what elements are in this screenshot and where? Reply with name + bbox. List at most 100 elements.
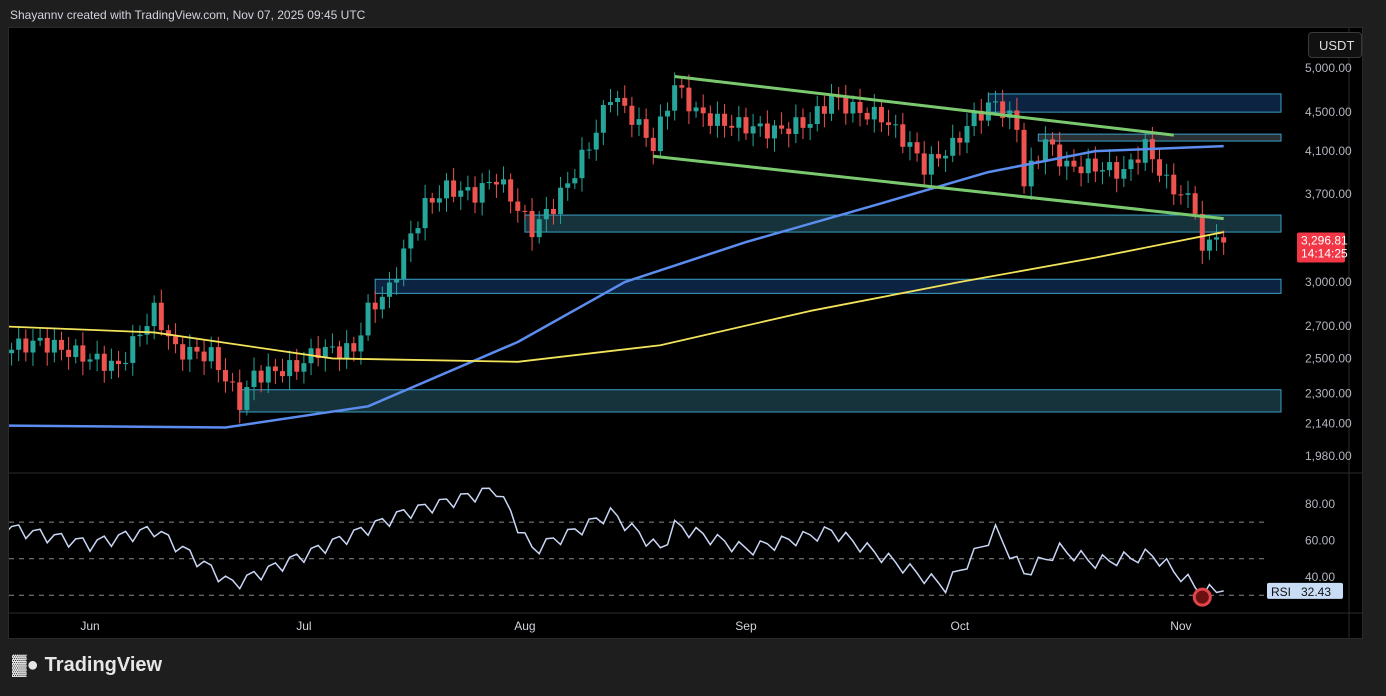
candle-body <box>1021 129 1027 187</box>
candle-body <box>465 187 471 191</box>
candle-body <box>44 337 50 353</box>
candle-body <box>1128 159 1134 170</box>
candle-body <box>679 85 685 88</box>
candle-body <box>386 282 392 297</box>
candle-body <box>1050 139 1056 145</box>
price-tick-label: 2,300.00 <box>1305 386 1352 400</box>
candle-body <box>1042 139 1048 162</box>
candle-body <box>280 371 286 377</box>
candle-body <box>957 137 963 143</box>
candle-body <box>779 125 785 129</box>
candle-body <box>215 347 221 371</box>
rsi-value: 32.43 <box>1301 585 1331 599</box>
last-price-value: 3,296.81 <box>1301 234 1348 248</box>
candle-body <box>37 337 43 341</box>
candle-body <box>985 102 991 121</box>
candle-body <box>458 190 464 197</box>
candle-body <box>472 187 478 203</box>
candle-body <box>101 353 107 371</box>
time-tick-label: Aug <box>514 619 535 633</box>
candle-body <box>116 360 122 365</box>
candle-body <box>593 132 599 150</box>
candle-body <box>451 180 457 197</box>
candle-body <box>900 124 906 147</box>
candle-body <box>857 101 863 113</box>
time-tick-label: Sep <box>735 619 757 633</box>
candle-body <box>714 113 720 126</box>
candle-body <box>1114 162 1120 179</box>
rsi-value-tag <box>1267 582 1343 599</box>
candle-body <box>194 346 200 352</box>
candle-body <box>607 102 613 106</box>
candle-body <box>337 346 343 359</box>
candle-body <box>187 346 193 360</box>
candle-body <box>436 198 442 203</box>
candle-body <box>408 233 414 249</box>
candle-body <box>294 360 300 372</box>
candle-body <box>622 97 628 106</box>
candle-body <box>643 119 649 138</box>
zone-0 <box>987 93 1282 113</box>
candle-body <box>1171 174 1177 195</box>
candle-body <box>372 302 378 310</box>
candle-body <box>301 363 307 372</box>
candle-body <box>394 278 400 283</box>
candle-body <box>1007 110 1013 118</box>
candle-body <box>893 124 899 126</box>
candle-body <box>287 360 293 377</box>
candle-body <box>415 228 421 234</box>
candle-body <box>123 362 129 365</box>
chart-area[interactable]: 5,000.00 4,500.00 4,100.00 3,700.00 3,000.00… <box>8 27 1363 639</box>
candle-body <box>886 122 892 126</box>
candle-body <box>493 181 499 185</box>
candle-body <box>672 85 678 111</box>
candle-body <box>636 119 642 125</box>
candle-body <box>222 370 228 382</box>
price-tick-label: 2,140.00 <box>1305 417 1352 431</box>
candle-body <box>130 336 136 363</box>
channel-line-1 <box>653 154 1224 221</box>
candle-body <box>800 117 806 128</box>
candle-body <box>807 124 813 128</box>
zone-3 <box>374 278 1282 294</box>
candle-body <box>579 149 585 179</box>
candle-body <box>1185 193 1191 195</box>
candle-body <box>108 360 114 371</box>
rsi-line <box>9 487 1224 599</box>
candle-body <box>1221 237 1227 243</box>
zone-1 <box>1037 133 1282 142</box>
price-tick-label: 4,500.00 <box>1305 105 1352 119</box>
candle-body <box>686 87 692 112</box>
candle-body <box>850 101 856 114</box>
candle-body <box>764 123 770 139</box>
ma-slow-line <box>9 231 1224 363</box>
candle-body <box>1057 144 1063 167</box>
candle-body <box>508 179 514 202</box>
last-price-tag <box>1297 232 1345 263</box>
candle-body <box>1099 170 1105 172</box>
candle-body <box>935 154 941 159</box>
candle-body <box>515 201 521 211</box>
candle-body <box>529 210 535 238</box>
candle-body <box>707 113 713 126</box>
rsi-tick-label: 60.00 <box>1305 533 1335 547</box>
candle-body <box>558 187 564 215</box>
candle-body <box>1000 101 1006 118</box>
candle-body <box>757 123 763 127</box>
candle-body <box>829 95 835 114</box>
price-tick-label: 5,000.00 <box>1305 61 1352 75</box>
candle-body <box>30 340 36 353</box>
candle-body <box>73 345 79 357</box>
price-tick-label: 2,500.00 <box>1305 351 1352 365</box>
zone-2 <box>524 214 1282 233</box>
candle-body <box>137 334 143 337</box>
currency-button[interactable]: USDT <box>1308 32 1362 58</box>
candle-body <box>158 302 164 331</box>
candle-body <box>729 125 735 128</box>
candle-body <box>1121 169 1127 179</box>
candle-body <box>693 107 699 112</box>
price-chart: 5,000.00 4,500.00 4,100.00 3,700.00 3,000.00… <box>9 28 1362 638</box>
chart-credit: Shayannv created with TradingView.com, N… <box>10 8 366 22</box>
candle-body <box>921 153 927 175</box>
candle-body <box>173 336 179 345</box>
